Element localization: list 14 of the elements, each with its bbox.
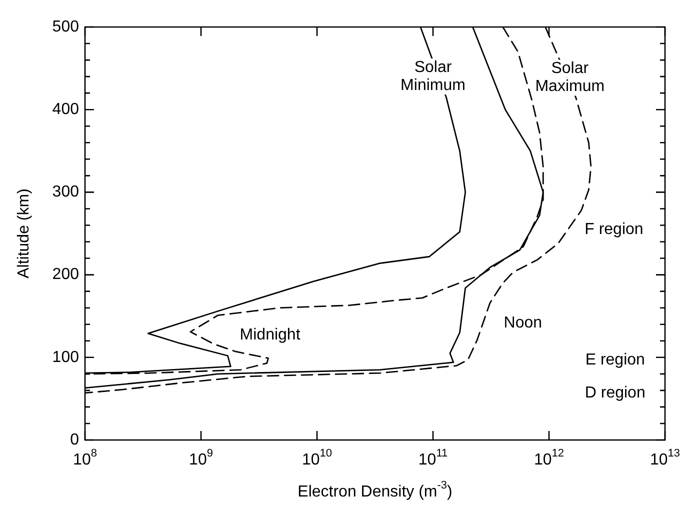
annotation: F region: [584, 220, 644, 238]
y-tick-label: 200: [52, 266, 80, 284]
annotation: Solar Minimum: [400, 58, 466, 94]
y-axis-title: Altitude (km): [15, 188, 32, 278]
annotation: E region: [585, 351, 645, 368]
y-tick-label: 500: [52, 18, 80, 36]
annotation: Midnight: [240, 326, 301, 344]
y-tick-label: 100: [52, 348, 80, 366]
annotation: Noon: [504, 314, 542, 332]
y-tick-label: 400: [52, 101, 80, 118]
annotation: Solar Maximum: [535, 60, 605, 96]
y-tick-label: 300: [52, 184, 80, 201]
annotation: D region: [584, 384, 646, 402]
y-tick-label: 0: [70, 431, 80, 448]
